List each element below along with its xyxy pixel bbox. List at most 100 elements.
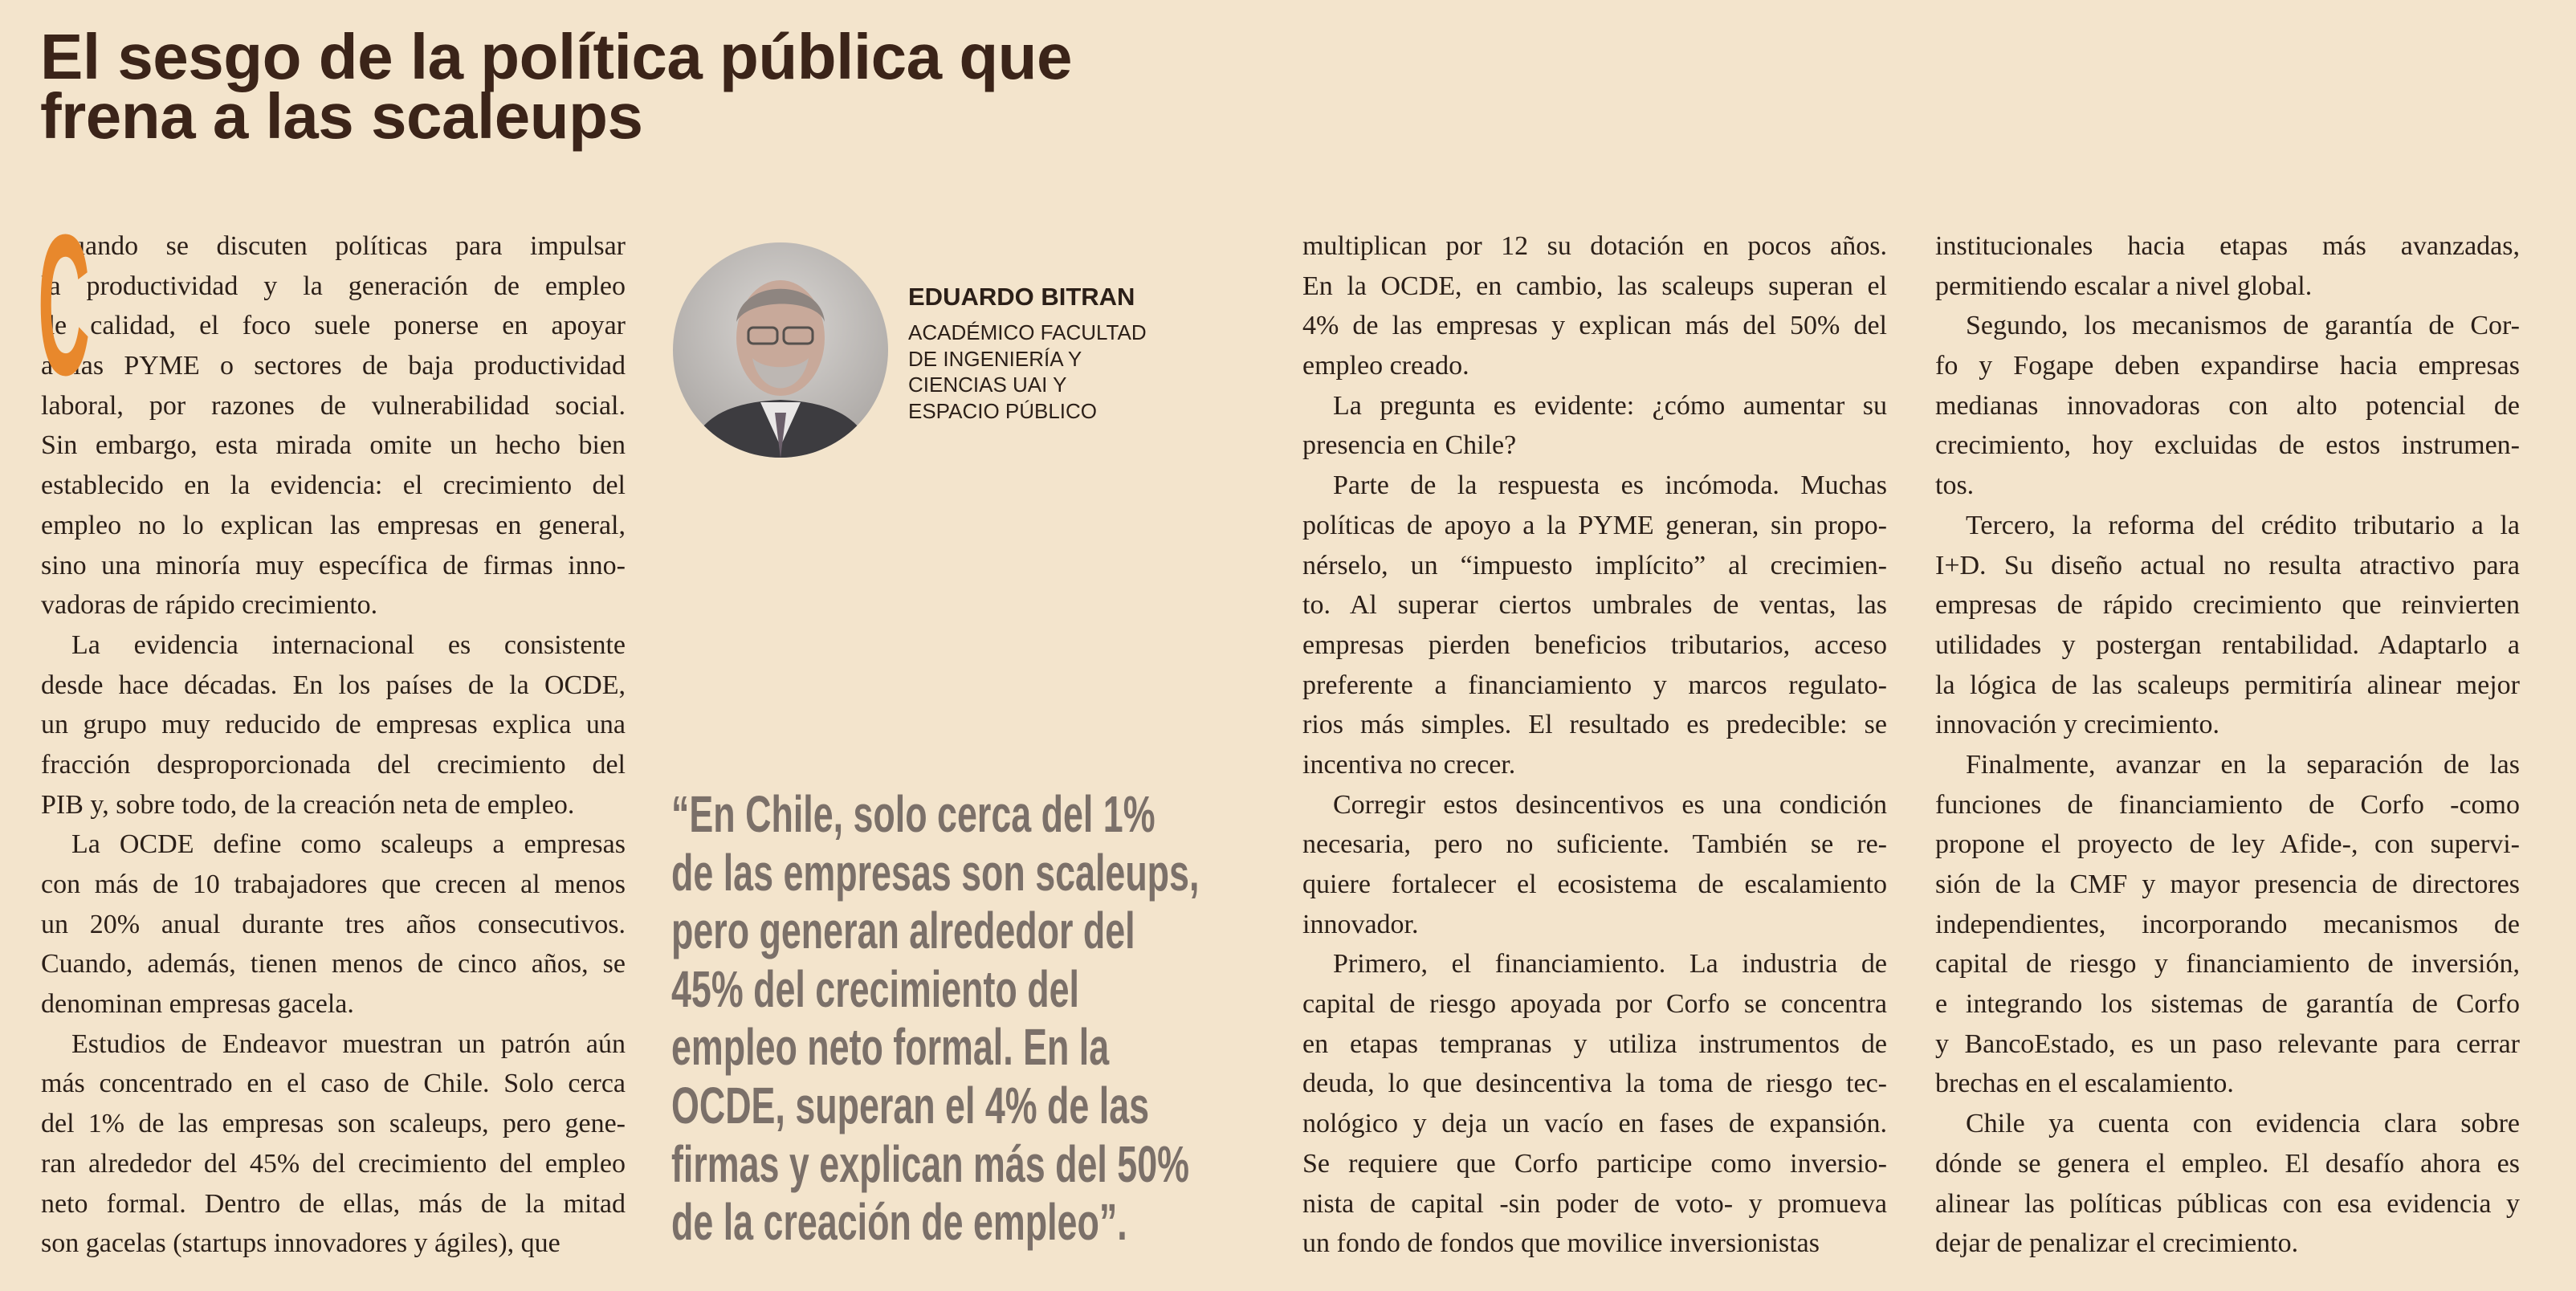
text-line: establecido en la evidencia: el crecimie… [41,470,626,501]
quote-line: OCDE, superan el 4% de las [671,1076,1150,1134]
text-line: Estudios de Endeavor muestran un patrón … [71,1028,626,1059]
text-line: brechas en el escalamiento. [1935,1069,2234,1099]
quote-line: empleo neto formal. En la [671,1018,1110,1077]
text-line: neto formal. Dentro de ellas, más de la … [41,1188,626,1219]
text-line: desde hace décadas. En los países de la … [41,670,626,700]
text-line: políticas de apoyo a la PYME generan, si… [1302,510,1887,540]
text-line: Cuando, además, tienen menos de cinco añ… [41,949,626,979]
text-line: Primero, el financiamiento. La industria… [1333,949,1887,979]
text-line: presencia en Chile? [1302,430,1517,461]
affiliation-line: CIENCIAS UAI Y [908,373,1067,397]
text-line: utilidades y postergan rentabilidad. Ada… [1935,629,2520,660]
text-line: vadoras de rápido crecimiento. [41,590,378,621]
drop-cap: C [38,193,90,417]
paragraph: Primero, el financiamiento. La industria… [1302,944,1887,1264]
text-column: multiplican por 12 su dotación en pocos … [1302,226,1887,1264]
text-line: incentiva no crecer. [1302,749,1516,780]
pull-quote: “En Chile, solo cerca del 1% de las empre… [671,785,1425,1252]
text-line: 4% de las empresas y explican más del 50… [1302,311,1887,341]
text-line: Tercero, la reforma del crédito tributar… [1966,510,2520,540]
headline-line: El sesgo de la política pública que [40,21,1073,92]
quote-line: 45% del crecimiento del [671,959,1079,1018]
text-line: dejar de penalizar el crecimiento. [1935,1228,2299,1259]
text-line: funciones de financiamiento de Corfo -co… [1935,789,2520,820]
affiliation-line: ESPACIO PÚBLICO [908,398,1098,423]
quote-line: “En Chile, solo cerca del 1% [671,785,1156,843]
text-line: más concentrado en el caso de Chile. Sol… [41,1069,626,1099]
text-line: permitiendo escalar a nivel global. [1935,271,2313,301]
text-line: alinear las políticas públicas con esa e… [1935,1188,2520,1219]
paragraph: La pregunta es evidente: ¿cómo aumentar … [1302,386,1887,466]
text-line: rios más simples. El resultado es predec… [1302,710,1887,740]
text-line: innovación y crecimiento. [1935,710,2220,740]
text-line: a las PYME o sectores de baja productivi… [41,351,626,381]
text-line: La evidencia internacional es consistent… [71,629,626,660]
text-line: independientes, incorporando mecanismos … [1935,909,2520,939]
text-line: Segundo, los mecanismos de garantía de C… [1966,311,2520,341]
text-line: La pregunta es evidente: ¿cómo aumentar … [1333,390,1887,421]
text-line: la productividad y la generación de empl… [41,271,626,301]
text-line: institucionales hacia etapas más avanzad… [1935,231,2520,261]
quote-line: firmas y explican más del 50% [671,1134,1189,1193]
text-line: y BancoEstado, es un paso relevante para… [1935,1028,2520,1059]
text-line: del 1% de las empresas son scaleups, per… [41,1109,626,1139]
paragraph: Finalmente, avanzar en la separación de … [1935,745,2520,1104]
text-line: medianas innovadoras con alto potencial … [1935,390,2520,421]
text-line: e integrando los sistemas de garantía de… [1935,989,2520,1020]
text-line: capital de riesgo y financiamiento de in… [1935,949,2520,979]
author-photo [673,242,888,458]
text-line: Parte de la respuesta es incómoda. Mucha… [1333,470,1887,501]
quote-line: de la creación de empleo”. [671,1193,1127,1252]
paragraph: Tercero, la reforma del crédito tributar… [1935,506,2520,745]
text-line: I+D. Su diseño actual no resulta atracti… [1935,550,2520,580]
text-line: sino una minoría muy específica de firma… [41,550,626,580]
text-line: tos. [1935,470,1975,501]
affiliation-line: DE INGENIERÍA Y [908,346,1082,371]
text-line: to. Al superar ciertos umbrales de venta… [1302,590,1887,621]
affiliation-line: ACADÉMICO FACULTAD [908,320,1147,344]
text-line: sión de la CMF y mayor presencia de dire… [1935,869,2520,899]
text-line: Chile ya cuenta con evidencia clara sobr… [1966,1109,2520,1139]
paragraph: Segundo, los mecanismos de garantía de C… [1935,306,2520,505]
quote-line: pero generan alrededor del [671,902,1135,960]
text-line: en etapas tempranas y utiliza instrument… [1302,1028,1887,1059]
text-line: un fondo de fondos que movilice inversio… [1302,1228,1820,1259]
text-line: un grupo muy reducido de empresas explic… [41,710,626,740]
text-line: denominan empresas gacela. [41,989,354,1020]
text-line: multiplican por 12 su dotación en pocos … [1302,231,1887,261]
text-line: son gacelas (startups innovadores y ágil… [41,1228,560,1259]
text-line: empleo creado. [1302,351,1469,381]
text-line: deuda, lo que desincentiva la toma de ri… [1302,1069,1887,1099]
text-line: Finalmente, avanzar en la separación de … [1966,749,2520,780]
text-line: fo y Fogape deben expandirse hacia empre… [1935,351,2520,381]
quote-line: de las empresas son scaleups, [671,843,1200,902]
text-column: institucionales hacia etapas más avanzad… [1935,226,2520,1264]
text-line: la lógica de las scaleups permitiría ali… [1935,670,2520,700]
text-line: quiere fortalecer el ecosistema de escal… [1302,869,1887,899]
paragraph: institucionales hacia etapas más avanzad… [1935,226,2520,306]
text-line: empresas pierden beneficios tributarios,… [1302,629,1887,660]
paragraph: Chile ya cuenta con evidencia clara sobr… [1935,1104,2520,1264]
text-line: nológico y deja un vacío en fases de exp… [1302,1109,1887,1139]
text-line: Se requiere que Corfo participe como inv… [1302,1148,1887,1179]
text-line: ran alrededor del 45% del crecimiento de… [41,1148,626,1179]
text-line: Sin embargo, esta mirada omite un hecho … [41,430,626,461]
text-line: empresas de rápido crecimiento que reinv… [1935,590,2520,621]
text-line: La OCDE define como scaleups a empresas [71,829,626,860]
headline-line: frena a las scaleups [40,80,643,152]
paragraph: La evidencia internacional es consistent… [41,625,626,825]
paragraph: multiplican por 12 su dotación en pocos … [1302,226,1887,386]
text-line: propone el proyecto de ley Afide-, con s… [1935,829,2520,860]
text-line: empleo no lo explican las empresas en ge… [41,510,626,540]
text-line: capital de riesgo apoyada por Corfo se c… [1302,989,1887,1020]
text-line: laboral, por razones de vulnerabilidad s… [41,390,626,421]
text-line: crecimiento, hoy excluidas de estos inst… [1935,430,2520,461]
author-name: EDUARDO BITRAN [908,283,1135,311]
text-line: de calidad, el foco suele ponerse en apo… [41,311,626,341]
text-line: innovador. [1302,909,1419,939]
text-line: con más de 10 trabajadores que crecen al… [41,869,626,899]
headline: El sesgo de la política pública que frena… [40,21,1073,152]
text-line: PIB y, sobre todo, de la creación neta d… [41,789,575,820]
